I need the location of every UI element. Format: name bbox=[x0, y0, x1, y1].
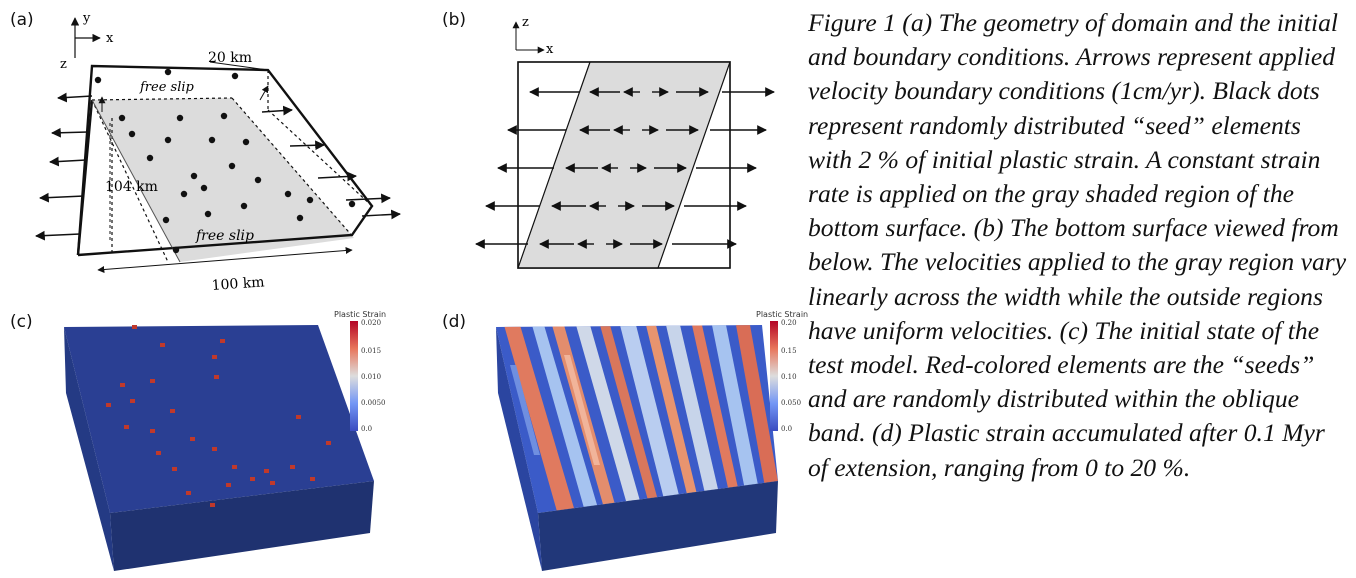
axis-x-label-b: x bbox=[546, 42, 554, 57]
cbar-c-tick-0: 0.020 bbox=[361, 319, 381, 327]
colorbar-d bbox=[770, 321, 778, 431]
dim-length: 100 km bbox=[211, 274, 265, 294]
cbar-c-tick-3: 0.0050 bbox=[361, 399, 386, 407]
axis-triad: y x z bbox=[60, 11, 114, 72]
colorbar-c bbox=[350, 321, 358, 431]
model-front-face-d bbox=[538, 481, 778, 571]
model-top-face-c bbox=[64, 325, 374, 513]
caption-text: Figure 1 (a) The geometry of domain and … bbox=[808, 8, 1347, 482]
panel-b-figure: z x bbox=[475, 15, 775, 269]
cbar-c-tick-4: 0.0 bbox=[361, 425, 372, 433]
cbar-c-tick-1: 0.015 bbox=[361, 347, 381, 355]
strain-bands-d bbox=[504, 325, 778, 513]
panel-a-figure: y x z 20 km 104 km 100 km free slip free… bbox=[35, 11, 401, 294]
colorbar-title-c: Plastic Strain bbox=[334, 310, 386, 319]
cbar-d-tick-3: 0.050 bbox=[781, 399, 801, 407]
seed-dots bbox=[94, 68, 356, 254]
axis-z-label-b: z bbox=[522, 15, 529, 30]
axis-triad-b: z x bbox=[512, 15, 554, 57]
axis-y-label: y bbox=[82, 11, 91, 26]
dim-width: 104 km bbox=[105, 179, 158, 195]
panel-a-label: (a) bbox=[10, 10, 34, 30]
cbar-d-tick-1: 0.15 bbox=[781, 347, 797, 355]
shaded-band bbox=[92, 98, 354, 262]
cbar-d-tick-2: 0.10 bbox=[781, 373, 797, 381]
seed-elements-c bbox=[106, 325, 331, 507]
panel-d-label: (d) bbox=[442, 312, 467, 332]
right-velocity-arrows bbox=[261, 105, 401, 220]
bottom-free-slip: free slip bbox=[195, 228, 254, 244]
axis-z-label: z bbox=[60, 57, 67, 72]
colorbar-title-d: Plastic Strain bbox=[756, 310, 808, 319]
panel-b-label: (b) bbox=[442, 10, 467, 30]
dim-depth: 20 km bbox=[208, 50, 252, 66]
axis-x-label: x bbox=[106, 31, 114, 46]
left-velocity-arrows bbox=[35, 92, 93, 241]
cbar-d-tick-0: 0.20 bbox=[781, 319, 797, 327]
cbar-d-tick-4: 0.0 bbox=[781, 425, 792, 433]
panel-c-label: (c) bbox=[10, 312, 33, 332]
velocity-arrows-b bbox=[475, 87, 775, 249]
cbar-c-tick-2: 0.010 bbox=[361, 373, 381, 381]
panel-d-figure: Plastic Strain 0.20 0.15 0.10 0.050 0.0 bbox=[496, 310, 808, 571]
panel-c-figure: Plastic Strain 0.020 0.015 0.010 0.0050 … bbox=[64, 310, 386, 571]
top-free-slip: free slip bbox=[139, 80, 195, 95]
model-front-face-c bbox=[110, 481, 374, 571]
figure-caption: Figure 1 (a) The geometry of domain and … bbox=[808, 6, 1348, 485]
